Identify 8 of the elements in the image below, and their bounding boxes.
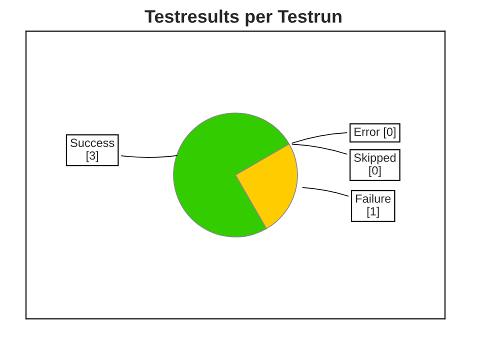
data-label: [3] bbox=[86, 151, 98, 162]
category-label: Skipped bbox=[354, 153, 396, 164]
text: [0] bbox=[369, 166, 381, 177]
slice-label: Failure bbox=[356, 194, 391, 203]
chart-title: Testresults per Testrun bbox=[144, 10, 342, 26]
slice-label: Success bbox=[70, 138, 114, 148]
legend-label: Error [0] bbox=[354, 127, 396, 138]
data-label: [1] bbox=[367, 206, 379, 218]
